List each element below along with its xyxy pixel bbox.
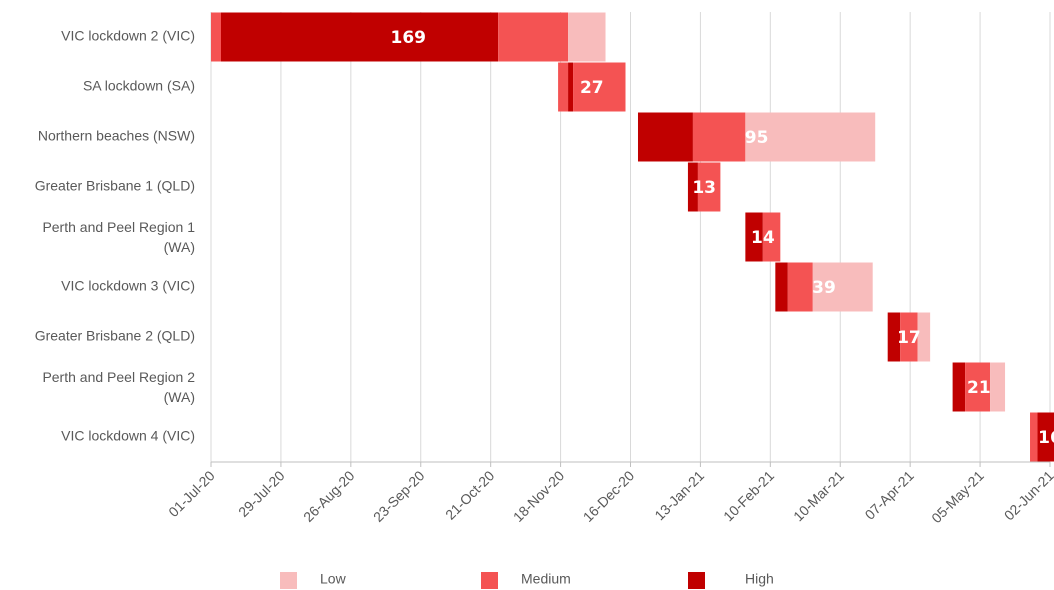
- row-label: VIC lockdown 2 (VIC): [61, 28, 195, 44]
- bar-label: 16: [1038, 428, 1054, 448]
- x-tick-label: 10-Feb-21: [720, 467, 777, 524]
- row-label-line: Perth and Peel Region 2: [42, 369, 195, 385]
- row-label: Perth and Peel Region 1 (WA): [42, 219, 195, 255]
- x-tick-label: 26-Aug-20: [300, 467, 358, 525]
- bar-label: 21: [967, 378, 991, 398]
- bar-segment: [952, 362, 966, 412]
- x-tick-label: 16-Dec-20: [580, 467, 638, 525]
- bar-segment: [745, 212, 763, 262]
- bar-segment: [1030, 412, 1038, 462]
- legend-label: High: [745, 571, 774, 587]
- bar-segment: [990, 362, 1006, 412]
- legend-swatch: [280, 572, 297, 589]
- x-tick-label: 02-Jun-21: [1001, 467, 1054, 523]
- x-tick-label: 13-Jan-21: [651, 467, 707, 523]
- x-tick-label: 18-Nov-20: [510, 467, 568, 525]
- bar-segment: [211, 12, 221, 62]
- row-label-line: (WA): [164, 239, 195, 255]
- bar-segment: [558, 62, 569, 112]
- bar-label: 17: [897, 328, 921, 348]
- row-label: Greater Brisbane 1 (QLD): [35, 178, 195, 194]
- bar-segment: [1037, 412, 1054, 462]
- x-tick-label: 23-Sep-20: [370, 467, 428, 525]
- bar-label: 14: [751, 228, 775, 248]
- bar-segment: [745, 112, 876, 162]
- x-tick-label: 01-Jul-20: [165, 467, 218, 520]
- legend-swatch: [688, 572, 705, 589]
- bar-label: 13: [692, 178, 716, 198]
- bar-segment: [812, 262, 873, 312]
- bar-segment: [637, 112, 693, 162]
- row-label: Greater Brisbane 2 (QLD): [35, 328, 195, 344]
- x-tick-label: 07-Apr-21: [862, 467, 917, 522]
- row-label-line: Perth and Peel Region 1: [42, 219, 195, 235]
- row-label: Perth and Peel Region 2 (WA): [42, 369, 195, 405]
- bar-segment: [900, 312, 918, 362]
- bar-segment: [568, 62, 574, 112]
- bar-segment: [917, 312, 931, 362]
- bar-segment: [220, 12, 499, 62]
- row-label: VIC lockdown 4 (VIC): [61, 428, 195, 444]
- legend-label: Low: [320, 571, 347, 587]
- bar-segment: [568, 12, 606, 62]
- legend-swatch: [481, 572, 498, 589]
- x-tick-label: 21-Oct-20: [442, 467, 497, 522]
- legend-label: Medium: [521, 571, 571, 587]
- row-label-line: (WA): [164, 389, 195, 405]
- bar-segment: [573, 62, 626, 112]
- bar-segment: [697, 162, 721, 212]
- row-label: SA lockdown (SA): [83, 78, 195, 94]
- bar-segment: [775, 262, 788, 312]
- bar-segment: [887, 312, 901, 362]
- bar-segment: [692, 112, 746, 162]
- bar-segment: [687, 162, 698, 212]
- x-tick-label: 05-May-21: [928, 467, 987, 526]
- bar-label: 39: [812, 278, 836, 298]
- bar-segment: [965, 362, 991, 412]
- bar-label: 95: [745, 128, 769, 148]
- x-tick-label: 29-Jul-20: [235, 467, 288, 520]
- row-label: Northern beaches (NSW): [38, 128, 195, 144]
- bar-label: 27: [580, 78, 604, 98]
- x-tick-label: 10-Mar-21: [790, 467, 847, 524]
- bar-segment: [762, 212, 781, 262]
- bar-segment: [787, 262, 813, 312]
- bar-segment: [498, 12, 569, 62]
- row-label: VIC lockdown 3 (VIC): [61, 278, 195, 294]
- bar-label: 169: [391, 28, 427, 48]
